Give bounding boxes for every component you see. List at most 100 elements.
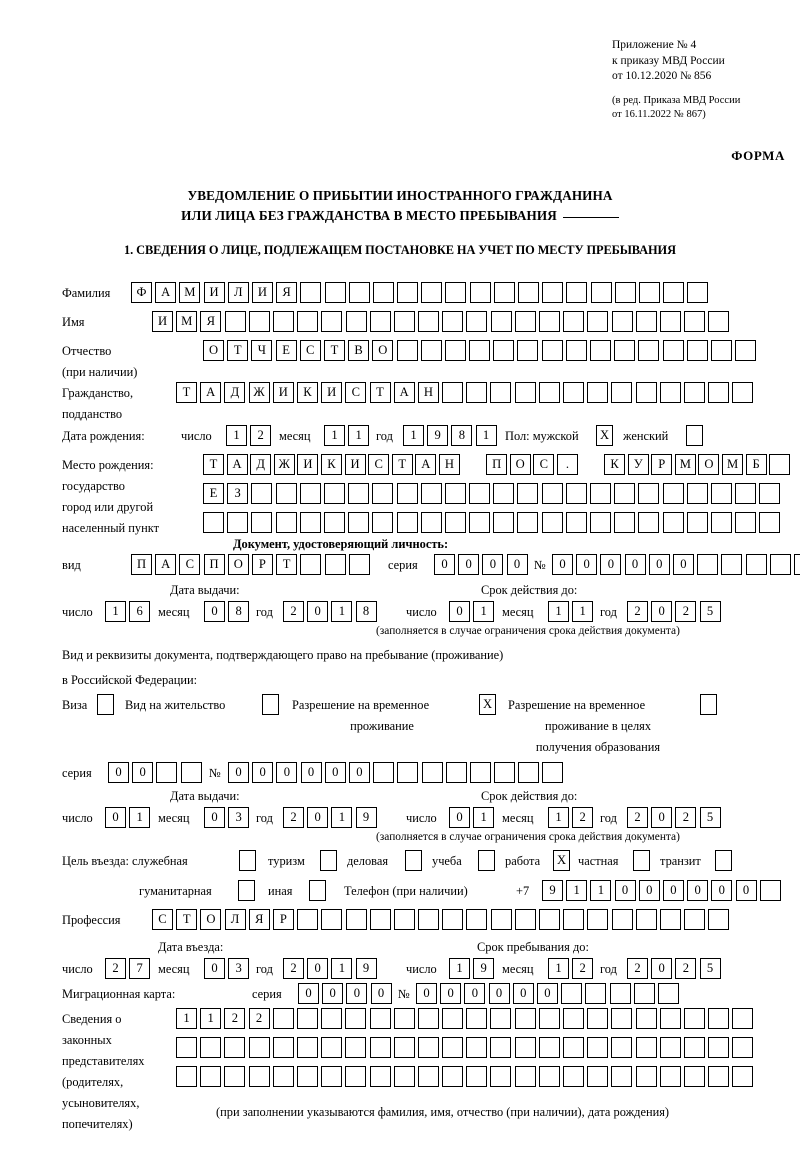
legal-rep-row-2[interactable] (176, 1037, 757, 1058)
temp-residence-checkbox[interactable]: X (479, 694, 496, 715)
char-cell[interactable]: А (155, 554, 177, 575)
char-cell[interactable] (421, 762, 443, 783)
char-cell[interactable] (590, 340, 611, 361)
char-cell[interactable]: 0 (672, 554, 694, 575)
char-cell[interactable] (635, 909, 657, 930)
char-cell[interactable] (251, 512, 273, 533)
char-cell[interactable]: 0 (482, 554, 504, 575)
char-cell[interactable]: Б (745, 454, 767, 475)
char-cell[interactable] (299, 483, 321, 504)
sex-female-checkbox[interactable] (686, 425, 703, 446)
char-cell[interactable]: 0 (449, 807, 470, 828)
char-cell[interactable] (565, 340, 587, 361)
char-cell[interactable] (300, 554, 322, 575)
char-cell[interactable] (735, 340, 757, 361)
char-cell[interactable]: 0 (322, 983, 344, 1004)
visa-checkbox[interactable] (97, 694, 114, 715)
char-cell[interactable] (417, 1008, 439, 1029)
char-cell[interactable] (490, 1066, 512, 1087)
char-cell[interactable]: 2 (675, 601, 697, 622)
char-cell[interactable] (735, 512, 757, 533)
char-cell[interactable] (697, 554, 719, 575)
char-cell[interactable]: 1 (331, 807, 353, 828)
char-cell[interactable] (248, 311, 270, 332)
char-cell[interactable] (324, 282, 346, 303)
char-cell[interactable] (635, 1066, 657, 1087)
char-cell[interactable]: А (226, 454, 248, 475)
char-cell[interactable] (745, 554, 767, 575)
char-cell[interactable] (272, 1037, 294, 1058)
char-cell[interactable] (563, 1066, 584, 1087)
char-cell[interactable]: С (179, 554, 201, 575)
char-cell[interactable] (373, 762, 395, 783)
char-cell[interactable] (200, 1066, 222, 1087)
char-cell[interactable] (635, 382, 657, 403)
char-cell[interactable] (683, 1037, 705, 1058)
char-cell[interactable]: 1 (403, 425, 424, 446)
char-cell[interactable] (445, 762, 467, 783)
char-cell[interactable] (469, 282, 491, 303)
char-cell[interactable] (590, 282, 612, 303)
char-cell[interactable]: 0 (464, 983, 486, 1004)
char-cell[interactable]: 1 (572, 601, 594, 622)
char-cell[interactable] (614, 512, 636, 533)
char-cell[interactable]: 0 (300, 762, 322, 783)
char-cell[interactable] (585, 983, 607, 1004)
char-cell[interactable] (369, 1008, 391, 1029)
char-cell[interactable]: М (722, 454, 744, 475)
sex-male-checkbox[interactable]: X (596, 425, 613, 446)
char-cell[interactable] (369, 311, 391, 332)
char-cell[interactable]: А (393, 382, 415, 403)
char-cell[interactable] (565, 512, 587, 533)
char-cell[interactable] (663, 282, 685, 303)
char-cell[interactable]: 0 (536, 983, 558, 1004)
char-cell[interactable]: О (509, 454, 531, 475)
purpose-business-checkbox[interactable] (405, 850, 422, 871)
char-cell[interactable] (638, 512, 660, 533)
char-cell[interactable] (348, 282, 370, 303)
char-cell[interactable] (708, 311, 730, 332)
char-cell[interactable] (710, 340, 732, 361)
char-cell[interactable]: 0 (600, 554, 622, 575)
char-cell[interactable]: И (152, 311, 173, 332)
char-cell[interactable] (732, 1037, 754, 1058)
char-cell[interactable]: К (604, 454, 626, 475)
char-cell[interactable]: О (200, 909, 222, 930)
char-cell[interactable] (296, 1066, 318, 1087)
char-cell[interactable]: 0 (204, 807, 225, 828)
char-cell[interactable]: У (627, 454, 649, 475)
char-cell[interactable] (296, 1037, 318, 1058)
char-cell[interactable] (275, 512, 297, 533)
char-cell[interactable]: 0 (307, 601, 329, 622)
residence-permit-checkbox[interactable] (262, 694, 279, 715)
char-cell[interactable] (369, 1037, 391, 1058)
char-cell[interactable] (272, 1066, 294, 1087)
char-cell[interactable]: 9 (355, 958, 377, 979)
char-cell[interactable] (611, 382, 633, 403)
char-cell[interactable] (393, 1037, 415, 1058)
char-cell[interactable] (466, 1037, 488, 1058)
char-cell[interactable] (686, 340, 708, 361)
char-cell[interactable]: О (372, 340, 394, 361)
char-cell[interactable] (442, 909, 464, 930)
char-cell[interactable]: 1 (176, 1008, 197, 1029)
char-cell[interactable] (769, 454, 791, 475)
char-cell[interactable] (324, 554, 346, 575)
char-cell[interactable] (587, 382, 609, 403)
char-cell[interactable] (614, 483, 636, 504)
char-cell[interactable] (275, 483, 297, 504)
char-cell[interactable] (466, 1008, 488, 1029)
char-cell[interactable]: 0 (488, 983, 510, 1004)
char-cell[interactable] (662, 340, 684, 361)
char-cell[interactable]: 3 (228, 807, 250, 828)
char-cell[interactable]: С (533, 454, 555, 475)
